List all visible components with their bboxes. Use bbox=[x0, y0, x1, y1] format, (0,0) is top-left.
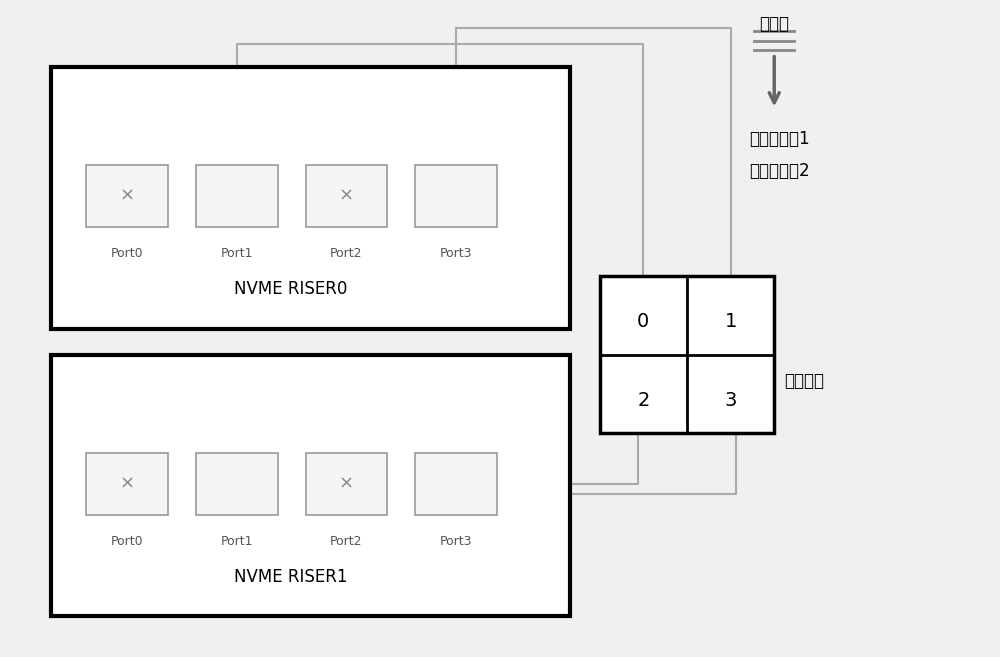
Text: 1: 1 bbox=[724, 313, 737, 332]
Bar bbox=[415, 165, 497, 227]
Text: ×: × bbox=[119, 187, 135, 205]
Text: 服务器: 服务器 bbox=[759, 15, 789, 34]
Text: Port3: Port3 bbox=[440, 247, 472, 260]
Text: ×: × bbox=[339, 187, 354, 205]
Text: 0: 0 bbox=[637, 313, 649, 332]
Bar bbox=[600, 276, 774, 433]
Bar bbox=[306, 453, 387, 515]
Text: NVME RISER1: NVME RISER1 bbox=[234, 568, 347, 586]
Bar bbox=[196, 165, 278, 227]
Text: 后置小背板2: 后置小背板2 bbox=[749, 162, 810, 181]
Text: Port1: Port1 bbox=[220, 535, 253, 548]
Text: ×: × bbox=[339, 475, 354, 493]
Text: 2: 2 bbox=[637, 391, 650, 410]
Text: 后置小背板1: 后置小背板1 bbox=[749, 130, 810, 148]
Bar bbox=[51, 67, 570, 328]
Bar bbox=[86, 453, 168, 515]
Text: ×: × bbox=[119, 475, 135, 493]
Text: 硬盘背板: 硬盘背板 bbox=[784, 372, 824, 390]
Text: Port0: Port0 bbox=[111, 535, 143, 548]
Bar bbox=[415, 453, 497, 515]
Text: 3: 3 bbox=[724, 391, 737, 410]
Bar bbox=[86, 165, 168, 227]
Text: Port3: Port3 bbox=[440, 535, 472, 548]
Text: Port2: Port2 bbox=[330, 535, 363, 548]
Bar bbox=[306, 165, 387, 227]
Text: Port0: Port0 bbox=[111, 247, 143, 260]
Bar bbox=[196, 453, 278, 515]
Bar bbox=[51, 355, 570, 616]
Text: Port1: Port1 bbox=[220, 247, 253, 260]
Text: Port2: Port2 bbox=[330, 247, 363, 260]
Text: NVME RISER0: NVME RISER0 bbox=[234, 281, 347, 298]
